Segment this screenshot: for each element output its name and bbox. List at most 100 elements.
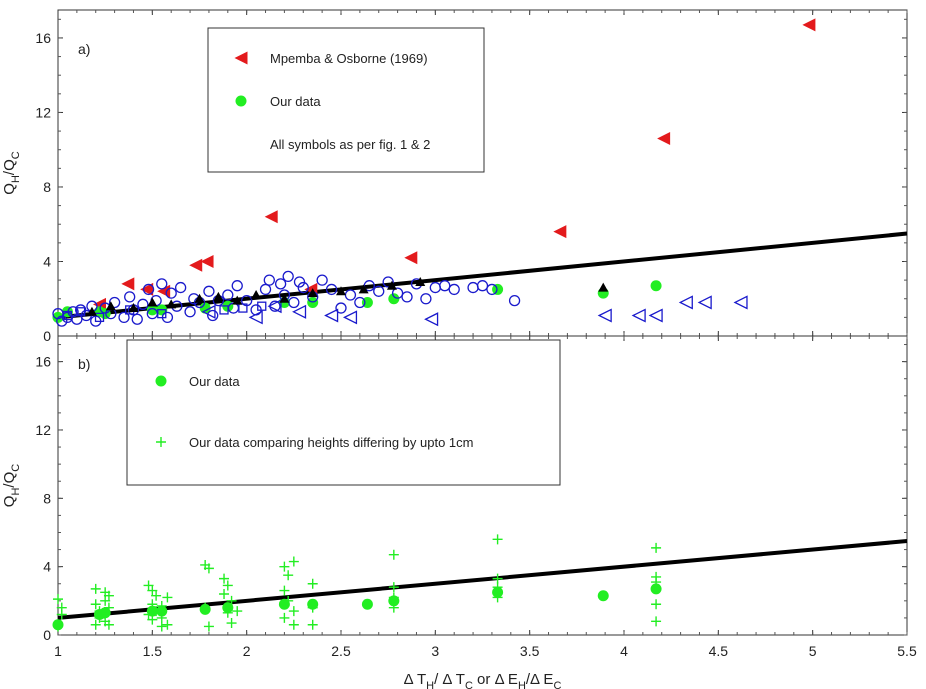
x-axis-title-part: C — [465, 680, 473, 689]
data-point — [90, 599, 101, 610]
data-point — [200, 254, 214, 268]
data-point — [448, 283, 460, 296]
data-point — [146, 304, 158, 316]
data-point — [651, 542, 662, 553]
data-point — [222, 289, 234, 301]
data-point — [156, 278, 168, 290]
x-axis-title-part: or Δ E — [473, 671, 518, 688]
data-point — [492, 534, 503, 545]
x-tick-label: 5 — [809, 643, 817, 659]
data-point — [184, 306, 196, 318]
data-point — [388, 592, 399, 603]
data-point — [108, 296, 121, 309]
data-point — [651, 616, 662, 627]
fit-line — [57, 231, 908, 320]
data-point — [137, 298, 149, 310]
data-point — [344, 289, 357, 301]
data-point — [226, 618, 237, 629]
data-point — [279, 585, 290, 596]
data-point — [492, 586, 504, 598]
y-tick-label: 4 — [43, 559, 51, 575]
data-point — [156, 605, 168, 617]
data-point — [274, 278, 287, 290]
data-point — [335, 302, 347, 314]
data-point — [802, 18, 816, 32]
data-point — [143, 609, 154, 620]
series-blue-open-triangle-left — [201, 295, 748, 327]
data-point — [508, 294, 521, 307]
data-point — [486, 283, 498, 296]
legend-symbol — [156, 437, 166, 447]
data-point — [733, 295, 748, 310]
data-point — [147, 297, 158, 307]
data-point — [231, 280, 243, 292]
data-point — [657, 132, 671, 146]
data-point — [267, 299, 282, 314]
data-point — [140, 282, 154, 296]
data-point — [199, 302, 211, 314]
data-point — [648, 308, 663, 323]
data-point — [103, 590, 114, 601]
series-blue-open-square — [62, 301, 267, 323]
series-black-triangle — [86, 276, 609, 316]
data-point — [307, 619, 318, 630]
data-point — [94, 312, 105, 323]
x-axis-title-part: /Δ E — [526, 671, 554, 688]
data-point — [467, 281, 479, 294]
data-point — [678, 295, 693, 310]
data-point — [420, 293, 432, 305]
y-tick-label: 8 — [43, 179, 51, 195]
x-axis-title-part: Δ T — [404, 671, 427, 688]
data-point — [263, 274, 275, 286]
y-axis-title-part: Q — [1, 496, 18, 508]
data-point — [147, 599, 158, 610]
data-point — [382, 276, 394, 288]
data-point — [248, 310, 263, 325]
data-point — [219, 305, 229, 315]
panel-label: a) — [78, 41, 90, 57]
data-point — [492, 573, 503, 584]
data-point — [156, 600, 167, 611]
data-point — [288, 296, 300, 309]
data-point — [121, 277, 135, 291]
data-point — [259, 283, 272, 296]
data-point — [631, 308, 646, 323]
data-point — [151, 590, 162, 601]
data-point — [316, 274, 328, 286]
data-point — [650, 280, 662, 292]
data-point — [53, 621, 63, 632]
data-point — [307, 578, 318, 589]
y-tick-label: 12 — [35, 422, 51, 438]
data-point — [429, 281, 441, 294]
data-point — [99, 607, 111, 619]
data-point — [283, 595, 294, 606]
x-tick-label: 4 — [620, 643, 628, 659]
data-point — [203, 563, 214, 574]
data-point — [56, 315, 68, 327]
legend-label: Our data — [189, 374, 240, 389]
data-point — [189, 258, 203, 272]
y-axis-title-part: H — [10, 488, 22, 496]
data-point — [118, 311, 130, 324]
y-tick-label: 12 — [35, 104, 51, 120]
data-point — [598, 282, 609, 292]
data-point — [279, 612, 290, 623]
data-point — [553, 225, 567, 239]
fit-line — [57, 539, 908, 620]
data-point — [56, 602, 67, 613]
x-axis-title-part: H — [518, 680, 526, 689]
x-tick-label: 2 — [243, 643, 251, 659]
data-point — [354, 296, 366, 309]
data-point — [697, 295, 712, 310]
y-tick-label: 8 — [43, 490, 51, 506]
data-point — [257, 301, 267, 311]
data-point — [213, 291, 224, 301]
x-tick-label: 1 — [54, 643, 62, 659]
panel-a: 0 4 8 12 16 a) QH/QC Mpemba & Osborne (1969) Our… — [1, 9, 908, 344]
data-point — [219, 573, 230, 584]
data-point — [342, 310, 358, 325]
data-point — [492, 283, 504, 295]
series-green-plus — [53, 534, 662, 632]
y-axis-title-part: /Q — [1, 159, 18, 175]
data-point — [476, 280, 489, 292]
